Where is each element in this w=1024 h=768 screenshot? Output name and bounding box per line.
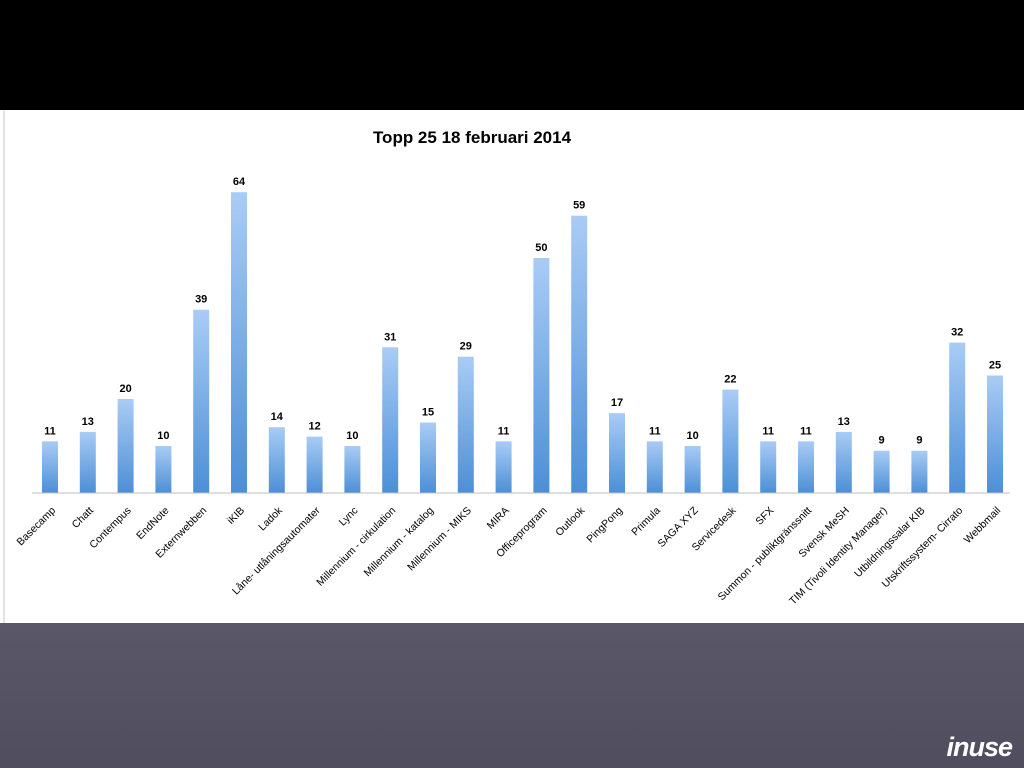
category-tick-label: SFX	[753, 505, 776, 528]
bar	[987, 375, 1003, 493]
slide-footer-band: inuse	[0, 623, 1024, 768]
bar-value-label: 11	[649, 425, 661, 437]
bar-value-label: 11	[762, 425, 774, 437]
bar-value-label: 39	[195, 294, 207, 306]
bar	[684, 446, 701, 493]
bar-value-label: 11	[44, 425, 56, 437]
category-tick-label: Chatt	[70, 505, 96, 531]
bar	[798, 441, 814, 493]
bar	[949, 342, 966, 493]
bar-value-label: 29	[460, 341, 472, 353]
bar-value-label: 17	[611, 397, 623, 409]
bar-value-label: 22	[724, 374, 736, 386]
bar-value-label: 31	[384, 331, 396, 343]
category-tick-label: Outlook	[553, 504, 588, 539]
category-tick-label: Primula	[629, 505, 663, 539]
bar	[344, 446, 361, 493]
bar	[420, 422, 436, 493]
category-tick-label: Millennium - MIKS	[405, 505, 474, 574]
bar	[609, 413, 625, 493]
value-labels-group: 11 13 20 10 39 64 14 12 10 31 15 29 11 50 59 17 11 10 22 11…	[44, 176, 1001, 447]
bar	[495, 441, 512, 493]
bar	[911, 450, 928, 493]
bar	[117, 399, 134, 493]
category-tick-label: PingPong	[584, 505, 625, 546]
bar	[42, 441, 58, 493]
bars-group	[42, 192, 1003, 493]
slide-header-band	[0, 0, 1024, 110]
bar	[835, 431, 852, 493]
bar-value-label: 50	[535, 242, 547, 254]
bar	[457, 356, 474, 493]
bar	[571, 215, 588, 493]
bar	[268, 427, 285, 493]
bar	[760, 441, 777, 493]
category-tick-label: EndNote	[134, 505, 171, 542]
bar	[382, 347, 399, 493]
category-tick-label: Lync	[337, 505, 361, 529]
category-tick-label: Millennium - katalog	[362, 505, 437, 580]
bar	[155, 446, 172, 493]
bar	[646, 441, 663, 493]
bar-value-label: 9	[879, 435, 885, 447]
bar	[533, 258, 550, 493]
bar	[193, 309, 210, 493]
category-tick-label: Utbildningssalar KIB	[852, 505, 927, 580]
bar-value-label: 9	[916, 435, 922, 447]
bar-value-label: 11	[800, 425, 812, 437]
bar	[722, 389, 739, 493]
category-tick-label: Basecamp	[15, 505, 59, 549]
bar-value-label: 20	[119, 383, 131, 395]
bar-value-label: 25	[989, 360, 1001, 372]
bar	[231, 192, 247, 493]
bar-value-label: 12	[308, 421, 320, 433]
bar-value-label: 10	[157, 430, 169, 442]
bar-value-label: 13	[82, 416, 94, 428]
bar-value-label: 10	[346, 430, 358, 442]
category-tick-label: Webbmail	[962, 505, 1003, 546]
chart-panel: Topp 25 18 februari 2014 11 13 20 10 39 64 14 1…	[0, 110, 1024, 623]
bar	[873, 450, 890, 493]
bar-chart: Topp 25 18 februari 2014 111320103964141…	[3, 110, 1010, 623]
bar-value-label: 15	[422, 407, 434, 419]
bar-value-label: 13	[838, 416, 850, 428]
bar	[306, 436, 323, 493]
category-tick-label: MIRA	[485, 505, 512, 532]
bar-value-label: 11	[498, 425, 510, 437]
bar-value-label: 32	[951, 327, 963, 339]
bar-value-label: 64	[233, 176, 246, 188]
bar-value-label: 14	[271, 411, 284, 423]
inuse-logo: inuse	[946, 732, 1013, 762]
category-tick-label: iKIB	[225, 505, 247, 527]
bar-value-label: 10	[686, 430, 698, 442]
bar	[79, 431, 96, 493]
chart-title: Topp 25 18 februari 2014	[373, 128, 572, 147]
category-tick-label: Ladok	[256, 504, 285, 533]
bar-value-label: 59	[573, 200, 585, 212]
